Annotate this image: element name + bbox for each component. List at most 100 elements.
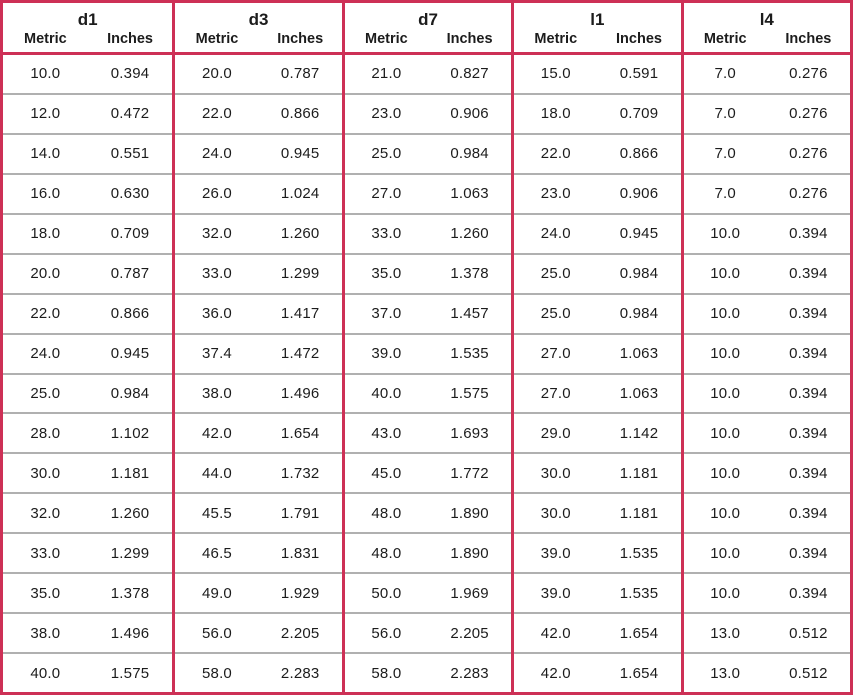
table-row: 42.0 1.654 [514,652,681,692]
metric-cell: 42.0 [540,624,571,642]
inches-cell: 0.394 [789,424,828,442]
inches-cell: 0.827 [450,65,489,83]
metric-cell: 7.0 [714,105,736,123]
table-row: 30.0 1.181 [514,452,681,492]
inches-cell: 0.394 [789,345,828,363]
subheaders: Metric Inches [514,30,680,48]
subheaders: Metric Inches [3,30,172,48]
group-rows: 10.0 0.394 12.0 0.472 14.0 0.551 16.0 0.630 18.0… [3,55,173,692]
table-row: 15.0 0.591 [514,55,680,93]
table-row: 33.0 1.299 [3,532,173,572]
inches-cell: 1.693 [450,424,489,442]
metric-cell: 48.0 [371,544,402,562]
metric-cell: 7.0 [714,65,736,83]
table-row: 10.0 0.394 [683,212,850,253]
metric-cell: 10.0 [710,265,741,283]
inches-cell: 1.969 [450,584,489,602]
metric-cell: 29.0 [540,424,571,442]
group-header-l1: l1 Metric Inches [514,3,681,55]
metric-cell: 27.0 [540,345,571,363]
metric-cell: 27.0 [540,384,571,402]
inches-cell: 1.890 [450,504,489,522]
inches-cell: 1.654 [619,664,659,682]
inches-cell: 0.984 [619,265,659,283]
group-title: l1 [590,9,605,29]
table-row: 25.0 0.984 [344,132,512,173]
metric-cell: 45.5 [201,504,232,522]
table-row: 56.0 2.205 [344,612,512,652]
table-row: 50.0 1.969 [344,572,512,612]
inches-cell: 2.205 [450,624,489,642]
table-row: 24.0 0.945 [175,132,342,173]
table-row: 32.0 1.260 [175,212,342,253]
inches-cell: 0.394 [789,305,828,323]
group-rows: 7.0 0.276 7.0 0.276 7.0 0.276 7.0 0.276 10.0 0.39… [683,55,850,692]
metric-cell: 10.0 [710,345,741,363]
inches-cell: 1.024 [280,185,320,203]
metric-cell: 13.0 [710,664,741,682]
table-row: 10.0 0.394 [683,572,850,612]
group-title: d1 [77,9,98,29]
inches-cell: 0.276 [789,105,828,123]
inches-cell: 0.394 [789,225,828,243]
metric-cell: 10.0 [710,305,741,323]
metric-cell: 35.0 [371,265,402,283]
table-row: 33.0 1.260 [344,212,512,253]
inches-column-header: Inches [446,30,493,47]
metric-cell: 24.0 [540,225,571,243]
inches-cell: 0.276 [789,185,828,203]
inches-cell: 0.866 [280,105,320,123]
metric-cell: 24.0 [201,145,232,163]
inches-cell: 0.787 [110,265,150,283]
table-row: 12.0 0.472 [3,92,173,133]
table-row: 10.0 0.394 [683,492,850,532]
metric-cell: 23.0 [371,105,402,123]
metric-cell: 33.0 [371,225,402,243]
metric-cell: 30.0 [30,464,61,482]
inches-cell: 0.394 [789,464,828,482]
inches-cell: 1.472 [280,345,320,363]
inches-cell: 1.457 [450,305,489,323]
metric-cell: 10.0 [710,464,741,482]
inches-cell: 0.591 [619,65,659,83]
inches-column-header: Inches [616,30,662,47]
group-header-l4: l4 Metric Inches [683,3,850,55]
inches-cell: 0.394 [110,65,150,83]
table-row: 48.0 1.890 [344,492,512,532]
table-row: 24.0 0.945 [514,212,681,253]
metric-cell: 13.0 [710,624,741,642]
table-row: 27.0 1.063 [344,172,512,213]
group-title: l4 [759,9,774,29]
group-rows: 20.0 0.787 22.0 0.866 24.0 0.945 26.0 1.024 32.0… [175,55,342,692]
metric-cell: 32.0 [201,225,232,243]
inches-cell: 1.063 [450,185,489,203]
column-group-l4: l4 Metric Inches 7.0 0.276 7.0 0.276 7.0 0.27… [680,3,850,692]
inches-cell: 0.709 [110,225,150,243]
inches-cell: 1.260 [280,225,320,243]
inches-cell: 0.709 [619,105,659,123]
inches-cell: 0.984 [450,145,489,163]
metric-cell: 33.0 [30,544,61,562]
metric-cell: 23.0 [540,185,571,203]
table-row: 29.0 1.142 [514,412,681,452]
table-row: 49.0 1.929 [175,572,342,612]
table-row: 38.0 1.496 [3,612,173,652]
metric-cell: 58.0 [371,664,402,682]
table-row: 13.0 0.512 [683,652,850,692]
group-title: d3 [248,9,269,29]
table-row: 45.5 1.791 [175,492,342,532]
inches-cell: 1.654 [280,424,320,442]
metric-cell: 7.0 [714,145,736,163]
metric-cell: 10.0 [710,424,741,442]
metric-cell: 24.0 [30,345,61,363]
table-row: 35.0 1.378 [3,572,173,612]
inches-cell: 1.890 [450,544,489,562]
table-row: 40.0 1.575 [3,652,173,692]
inches-cell: 1.378 [450,265,489,283]
inches-cell: 1.535 [450,345,489,363]
inches-cell: 1.417 [280,305,320,323]
column-group-l1: l1 Metric Inches 15.0 0.591 18.0 0.709 22.0 0… [511,3,681,692]
table-row: 25.0 0.984 [3,372,173,413]
column-group-d7: d7 Metric Inches 21.0 0.827 23.0 0.906 25.0 0… [341,3,512,692]
metric-column-header: Metric [703,30,747,47]
